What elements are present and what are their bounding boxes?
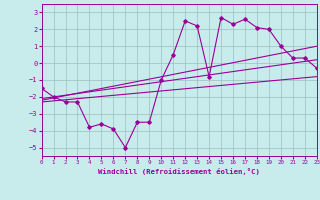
X-axis label: Windchill (Refroidissement éolien,°C): Windchill (Refroidissement éolien,°C): [98, 168, 260, 175]
